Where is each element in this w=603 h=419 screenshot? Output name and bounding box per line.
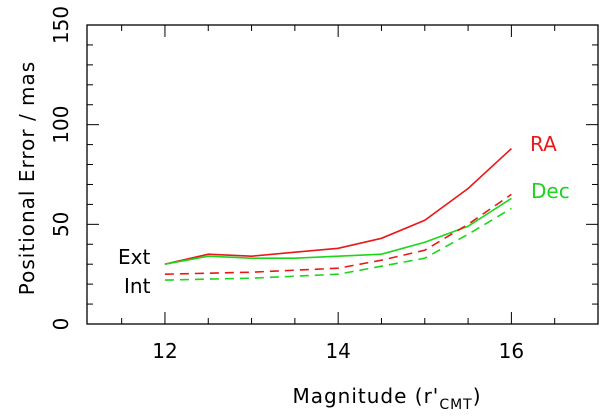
y-tick-label: 150 [49,6,73,44]
plot-frame [86,24,599,325]
y-tick-label: 50 [49,212,73,237]
axis-ticks: 0 50 100 150 12 14 16 [49,6,599,363]
series-lines [164,148,512,281]
y-axis-title: Positional Error / mas [15,61,39,295]
x-tick-label: 14 [325,339,350,363]
y-tick-label: 0 [49,318,73,331]
series-line-2 [164,193,512,275]
y-tick-label: 100 [49,106,73,144]
annotation-ext: Ext [118,245,150,269]
series-line-3 [164,207,512,281]
series-line-0 [164,148,512,265]
annotation-dec: Dec [531,179,570,203]
x-tick-label: 16 [499,339,524,363]
series-line-1 [164,197,512,265]
x-axis-title: Magnitude (r'CMT) [292,384,481,413]
annotation-ra: RA [530,132,557,156]
x-tick-label: 12 [152,339,177,363]
annotation-int: Int [124,274,151,298]
